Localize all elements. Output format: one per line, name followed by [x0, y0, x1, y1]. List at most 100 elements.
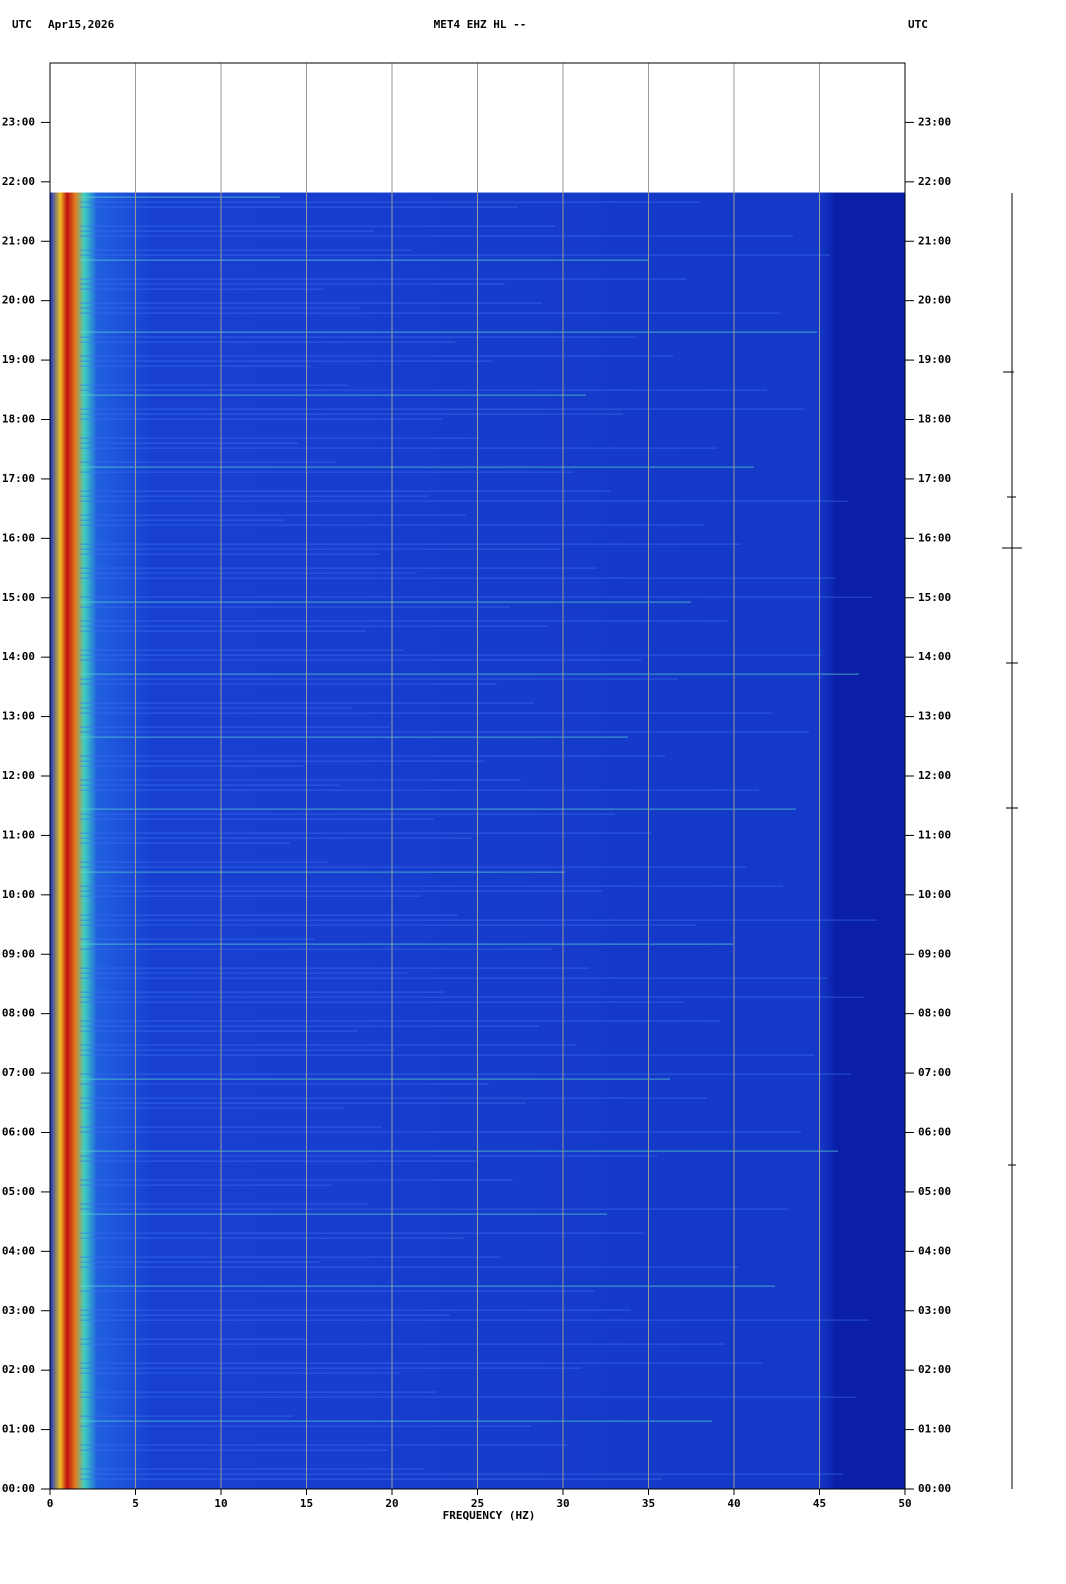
y-tick-label: 18:00: [918, 413, 951, 426]
streak: [80, 673, 859, 675]
streak: [80, 1073, 851, 1075]
streak: [80, 736, 628, 738]
x-tick-label: 45: [813, 1497, 826, 1510]
streak: [80, 972, 408, 974]
streak: [80, 779, 521, 781]
streak: [80, 596, 872, 598]
streak: [80, 731, 809, 733]
streak: [80, 1449, 387, 1451]
streak: [80, 302, 542, 304]
streak: [80, 254, 830, 256]
streak: [80, 288, 324, 290]
streak: [80, 943, 733, 945]
streak: [80, 1179, 513, 1181]
streak: [80, 683, 497, 685]
streak: [80, 355, 673, 357]
y-tick-label: 22:00: [2, 175, 35, 188]
y-tick-label: 04:00: [918, 1244, 951, 1257]
y-tick-label: 15:00: [918, 591, 951, 604]
streak: [80, 1338, 306, 1340]
streak: [80, 1261, 319, 1263]
y-tick-label: 15:00: [2, 591, 35, 604]
y-tick-label: 08:00: [918, 1007, 951, 1020]
streak: [80, 1425, 531, 1427]
streak: [80, 413, 623, 415]
y-tick-label: 11:00: [2, 828, 35, 841]
streak: [80, 201, 699, 203]
streak: [80, 461, 335, 463]
streak: [80, 548, 560, 550]
streak: [80, 1372, 400, 1374]
header-left: UTC: [12, 18, 32, 31]
streak: [80, 659, 641, 661]
streak: [80, 1237, 463, 1239]
streak: [80, 726, 390, 728]
streak: [80, 500, 848, 502]
y-tick-label: 00:00: [2, 1482, 35, 1495]
x-tick-label: 35: [642, 1497, 655, 1510]
y-tick-label: 22:00: [918, 175, 951, 188]
streak: [80, 866, 746, 868]
y-tick-label: 21:00: [2, 234, 35, 247]
y-tick-label: 06:00: [2, 1126, 35, 1139]
streak: [80, 567, 597, 569]
streak: [80, 331, 817, 333]
y-tick-label: 23:00: [918, 115, 951, 128]
x-tick-label: 0: [47, 1497, 54, 1510]
y-tick-label: 09:00: [918, 947, 951, 960]
y-tick-label: 14:00: [2, 650, 35, 663]
streak: [80, 442, 298, 444]
chart-title: MET4 EHZ HL --: [434, 18, 527, 31]
y-tick-label: 03:00: [2, 1304, 35, 1317]
streak: [80, 996, 864, 998]
streak: [80, 1391, 437, 1393]
streak: [80, 1319, 869, 1321]
streak: [80, 1396, 856, 1398]
streak: [80, 1107, 345, 1109]
y-tick-label: 01:00: [918, 1423, 951, 1436]
seismogram-trace: [1002, 193, 1022, 1489]
x-tick-label: 10: [214, 1497, 227, 1510]
streak: [80, 967, 589, 969]
streak: [80, 890, 602, 892]
streak: [80, 1001, 683, 1003]
y-tick-label: 01:00: [2, 1423, 35, 1436]
streak: [80, 601, 691, 603]
streak: [80, 1150, 838, 1152]
streak: [80, 919, 877, 921]
y-tick-label: 17:00: [2, 472, 35, 485]
streak: [80, 755, 665, 757]
streak: [80, 1126, 382, 1128]
streak: [80, 1083, 489, 1085]
y-tick-label: 06:00: [918, 1126, 951, 1139]
streak: [80, 765, 303, 767]
y-tick-label: 13:00: [2, 710, 35, 723]
streak: [80, 1468, 424, 1470]
streak: [80, 1208, 788, 1210]
streak: [80, 230, 374, 232]
streak: [80, 249, 411, 251]
streak: [80, 1131, 801, 1133]
x-tick-label: 50: [898, 1497, 911, 1510]
y-tick-label: 20:00: [918, 294, 951, 307]
y-tick-label: 13:00: [918, 710, 951, 723]
streak: [80, 1473, 843, 1475]
streak: [80, 1054, 814, 1056]
streak: [80, 1020, 720, 1022]
y-tick-label: 09:00: [2, 947, 35, 960]
streak: [80, 490, 610, 492]
streak: [80, 389, 767, 391]
streak: [80, 1232, 644, 1234]
streak: [80, 991, 445, 993]
streak: [80, 808, 796, 810]
streak: [80, 283, 505, 285]
streak: [80, 394, 586, 396]
streak: [80, 606, 510, 608]
streak: [80, 447, 717, 449]
streak: [80, 1367, 581, 1369]
y-tick-label: 07:00: [2, 1066, 35, 1079]
streak: [80, 1097, 707, 1099]
streak: [80, 1213, 607, 1215]
streak: [80, 408, 804, 410]
